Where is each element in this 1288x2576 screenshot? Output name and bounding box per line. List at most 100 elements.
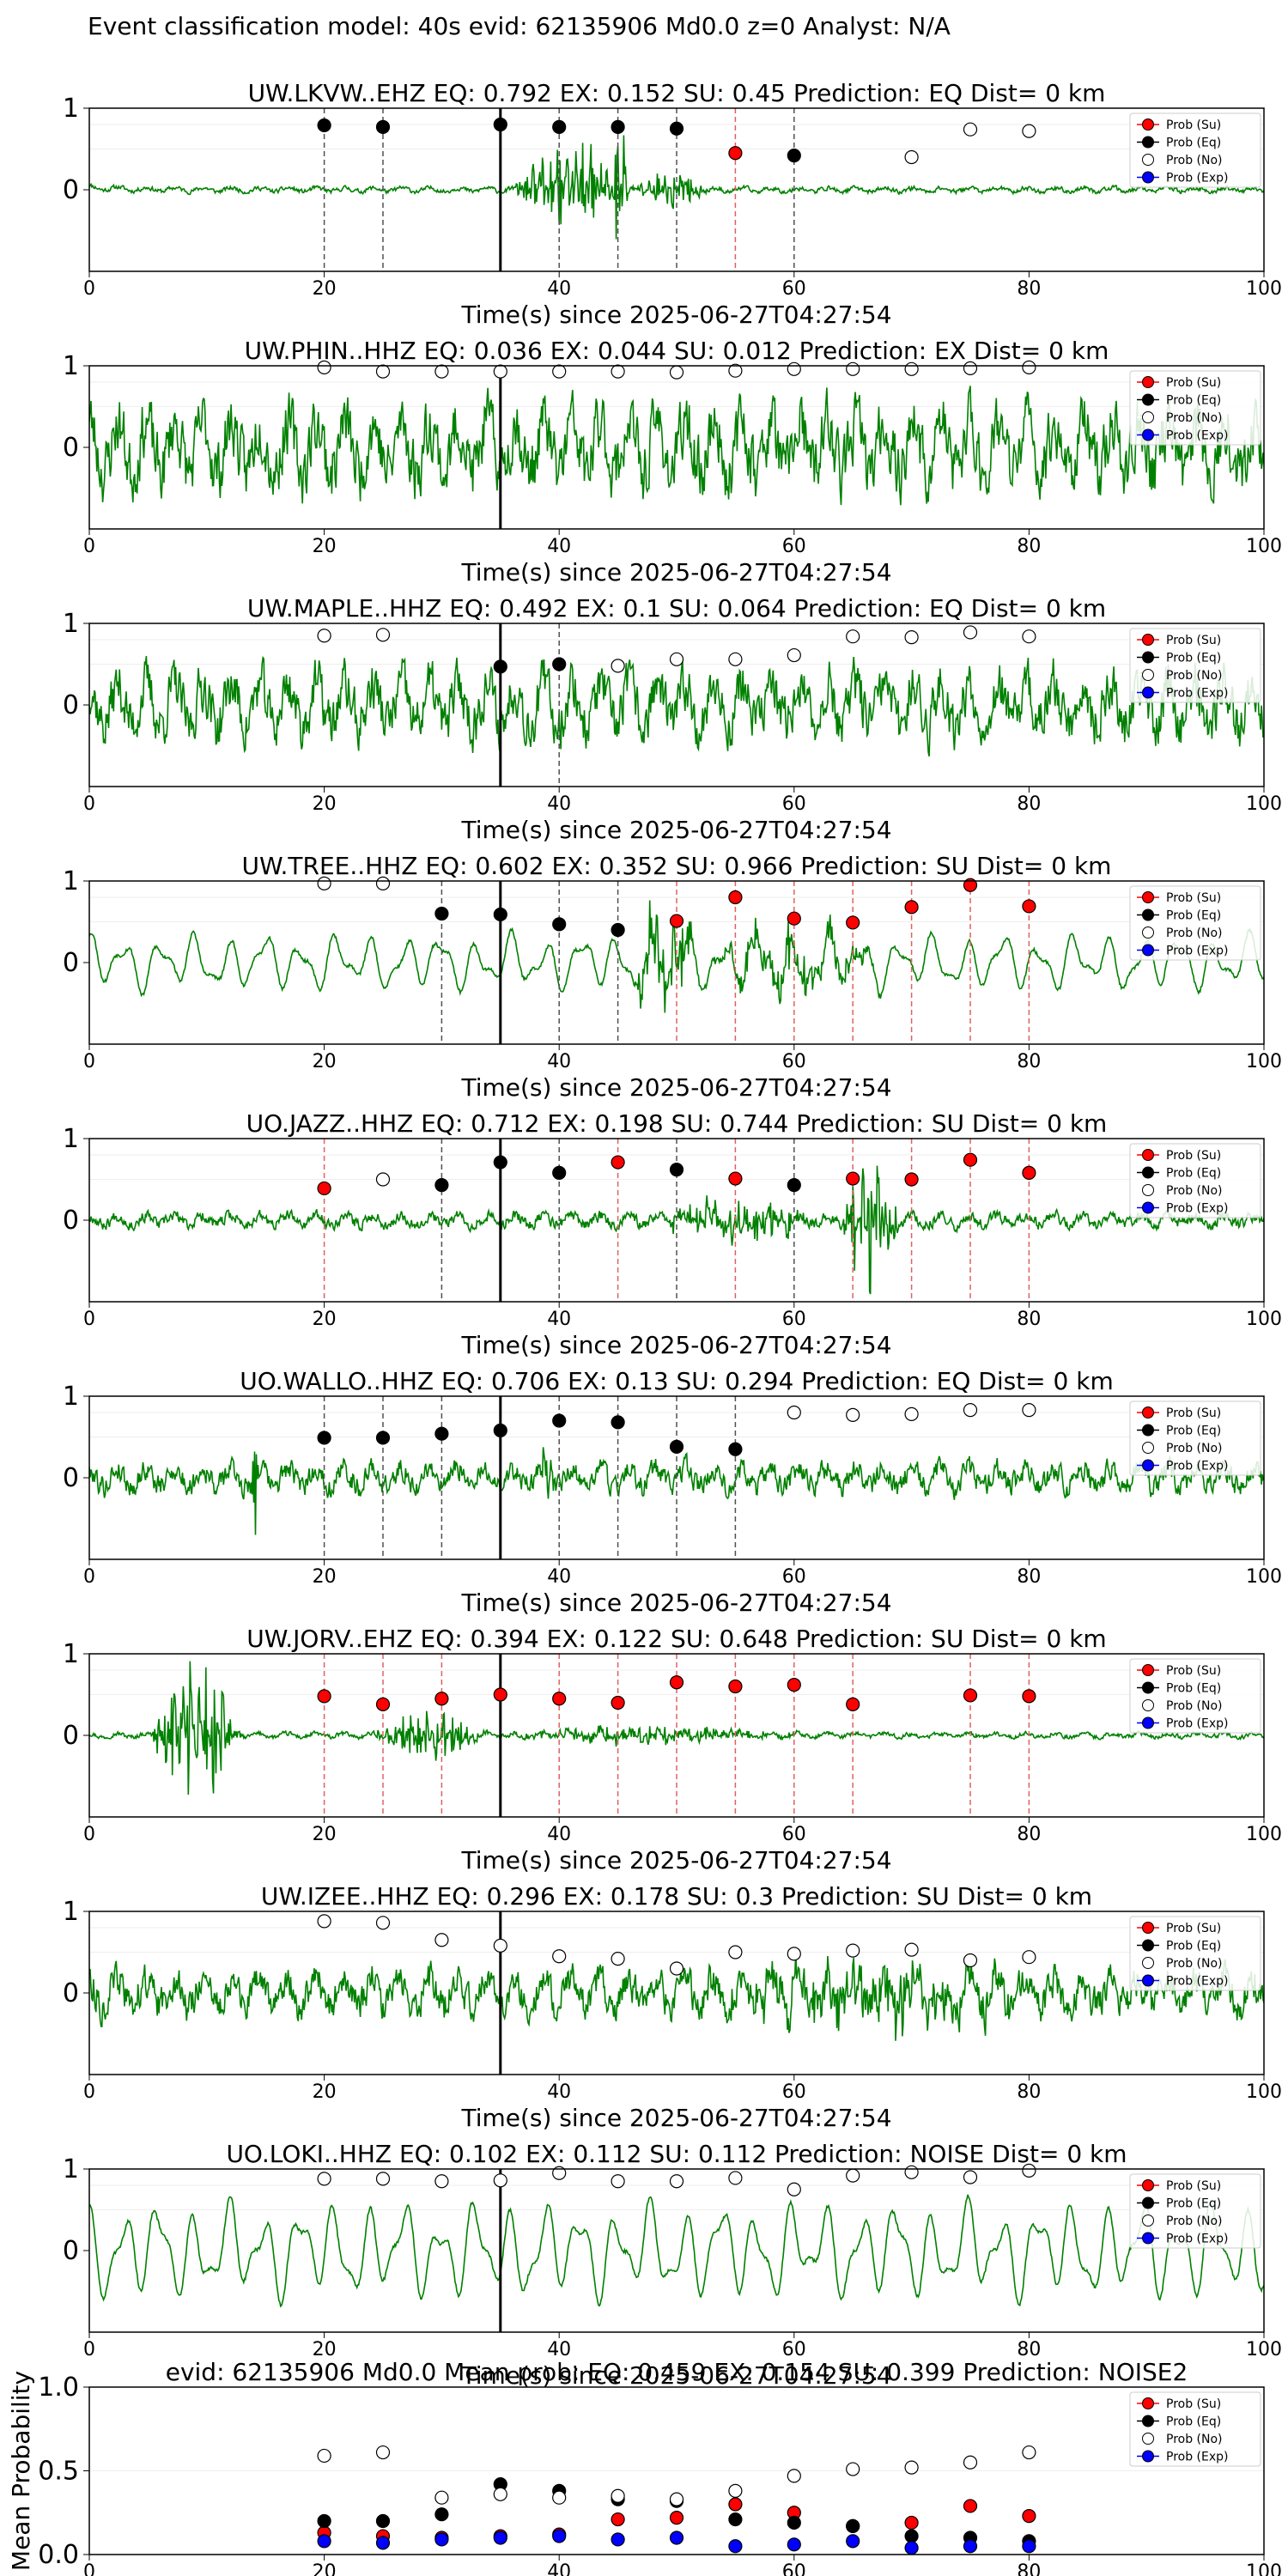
legend-label: Prob (Exp) <box>1166 2233 1229 2246</box>
x-tick-label: 20 <box>313 1309 337 1330</box>
x-tick-label: 0 <box>83 1566 95 1588</box>
legend-box <box>1129 112 1261 188</box>
prob-point <box>611 1415 625 1430</box>
panel-title: UW.MAPLE..HHZ EQ: 0.492 EX: 0.1 SU: 0.06… <box>247 594 1106 623</box>
prob-point <box>963 1152 978 1167</box>
prob-point <box>846 1407 860 1422</box>
mean-prob-point <box>904 2529 919 2543</box>
legend-marker <box>1142 2179 1154 2191</box>
legend-marker <box>1142 2215 1154 2227</box>
legend-marker <box>1142 1681 1154 1694</box>
prob-point <box>669 121 684 136</box>
legend-label: Prob (No) <box>1166 927 1223 940</box>
panel-title: UO.JAZZ..HHZ EQ: 0.712 EX: 0.198 SU: 0.7… <box>246 1109 1108 1138</box>
prob-point <box>552 364 567 379</box>
mean-prob-point <box>434 2532 449 2547</box>
mean-prob-point <box>846 2534 860 2549</box>
legend-marker <box>1142 1201 1154 1214</box>
prob-point <box>1022 899 1036 914</box>
panel-title: UW.LKVW..EHZ EQ: 0.792 EX: 0.152 SU: 0.4… <box>248 79 1106 107</box>
x-tick-label: 60 <box>782 1051 806 1072</box>
prob-point <box>434 1178 449 1193</box>
prob-point <box>963 1688 978 1703</box>
legend-marker <box>1142 1974 1154 1987</box>
x-tick-label: 80 <box>1017 1566 1041 1588</box>
mean-prob-point <box>375 2513 391 2529</box>
prob-point <box>728 146 743 161</box>
legend-label: Prob (Eq) <box>1166 1682 1221 1696</box>
prob-point <box>552 657 567 671</box>
panel-title: UW.JORV..EHZ EQ: 0.394 EX: 0.122 SU: 0.6… <box>246 1625 1106 1653</box>
prob-point <box>904 1406 919 1422</box>
x-tick-label: 100 <box>1246 2081 1282 2103</box>
prob-point <box>963 1953 978 1968</box>
legend-marker <box>1142 136 1154 149</box>
legend-label: Prob (No) <box>1166 1442 1223 1455</box>
x-tick-label: 60 <box>782 1824 806 1845</box>
x-tick-label: 20 <box>313 1051 337 1072</box>
legend-label: Prob (Su) <box>1166 118 1221 132</box>
x-tick-label: 20 <box>313 278 337 300</box>
panel-title: UO.LOKI..HHZ EQ: 0.102 EX: 0.112 SU: 0.1… <box>226 2140 1127 2168</box>
axes-frame <box>88 2168 1265 2333</box>
panel-2: UW.PHIN..HHZ EQ: 0.036 EX: 0.044 SU: 0.0… <box>63 337 1282 586</box>
prob-point <box>728 1442 743 1456</box>
x-tick-label: 80 <box>1017 2081 1041 2103</box>
legend-box <box>1129 885 1261 961</box>
mean-prob-point <box>728 2483 743 2498</box>
x-tick-label: 40 <box>547 1309 571 1330</box>
legend-marker <box>1142 1939 1154 1952</box>
legend-label: Prob (Su) <box>1166 634 1221 647</box>
y-tick-label: 0 <box>63 175 79 205</box>
panel-title: evid: 62135906 Md0.0 Mean prob: EQ: 0.45… <box>166 2358 1188 2386</box>
prob-point <box>1022 360 1036 374</box>
legend-marker <box>1142 1184 1154 1196</box>
prob-point <box>611 119 625 134</box>
axes-frame <box>88 623 1265 787</box>
mean-prob-point <box>728 2512 743 2527</box>
prob-point <box>904 1942 919 1957</box>
legend-label: Prob (Exp) <box>1166 945 1229 958</box>
waveform-trace <box>89 2194 1264 2308</box>
prob-point <box>317 1431 331 1445</box>
prob-point <box>552 1413 567 1428</box>
prob-point <box>846 1697 860 1712</box>
prob-point <box>317 360 331 374</box>
legend-label: Prob (Eq) <box>1166 394 1221 408</box>
waveform-trace <box>89 1949 1264 2041</box>
legend-marker <box>1142 376 1154 388</box>
mean-prob-point <box>611 2512 625 2527</box>
legend-marker <box>1142 927 1154 939</box>
y-tick-label: 0 <box>63 948 79 978</box>
mean-prob-point <box>317 2513 331 2529</box>
panel-1: UW.LKVW..EHZ EQ: 0.792 EX: 0.152 SU: 0.4… <box>63 79 1282 329</box>
x-tick-label: 100 <box>1246 278 1282 300</box>
prob-point <box>611 659 625 673</box>
mean-prob-point <box>904 2460 919 2475</box>
prob-point <box>1022 1165 1036 1181</box>
legend-label: Prob (No) <box>1166 2433 1223 2446</box>
y-tick-label: 0 <box>63 1721 79 1751</box>
x-tick-label: 100 <box>1246 1309 1282 1330</box>
legend-marker <box>1142 411 1154 423</box>
legend-label: Prob (Eq) <box>1166 2197 1221 2211</box>
prob-point <box>904 630 919 645</box>
mean-prob-point <box>787 2469 801 2483</box>
prob-point <box>434 364 449 379</box>
prob-point <box>669 365 684 380</box>
prob-point <box>669 2174 684 2189</box>
x-tick-label: 0 <box>83 1309 95 1330</box>
x-tick-label: 40 <box>547 793 571 815</box>
mean-prob-point <box>1022 2539 1036 2554</box>
prob-point <box>493 117 507 132</box>
legend-box <box>1129 628 1261 703</box>
y-tick-label: 1 <box>63 1897 79 1927</box>
legend-box <box>1129 1916 1261 1991</box>
prob-point <box>963 361 978 375</box>
prob-point <box>728 652 743 666</box>
mean-prob-point <box>669 2530 684 2545</box>
panel-7: UW.JORV..EHZ EQ: 0.394 EX: 0.122 SU: 0.6… <box>63 1625 1282 1874</box>
panel-8: UW.IZEE..HHZ EQ: 0.296 EX: 0.178 SU: 0.3… <box>63 1882 1282 2132</box>
x-axis-label: Time(s) since 2025-06-27T04:27:54 <box>460 558 891 586</box>
x-tick-label: 40 <box>547 1051 571 1072</box>
